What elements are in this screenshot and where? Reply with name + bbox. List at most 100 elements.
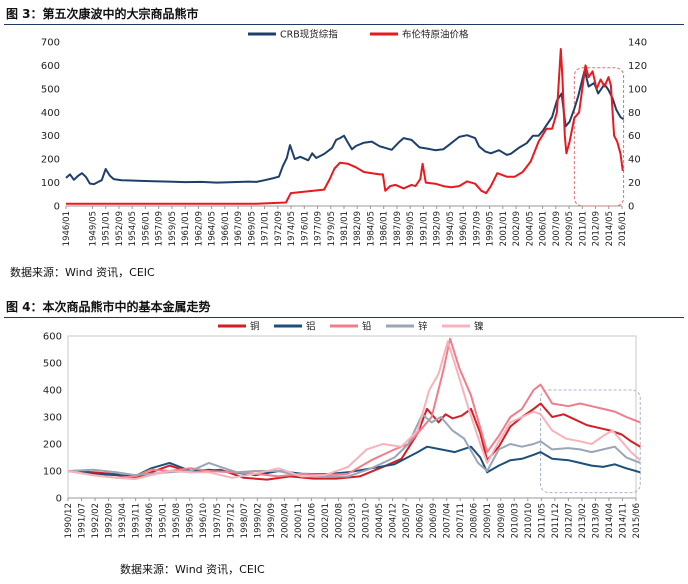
x-tick-label-16: 1974/05 <box>287 211 297 246</box>
y-tick-label-4: 400 <box>43 386 62 397</box>
x-tick-label-38: 2011/01 <box>578 211 588 246</box>
x-tick-label-8: 1995/08 <box>172 503 182 538</box>
figure-3-source-label: 数据来源： <box>10 266 65 279</box>
x-tick-label-28: 1994/05 <box>446 211 456 246</box>
figure-3-chart: 0 100 200 300 400 500 600 700 0 20 40 60 80 100 120 140… <box>41 29 647 247</box>
x-tick-label-24: 2004/12 <box>389 503 399 538</box>
x-tick-label-3: 1952/09 <box>115 211 125 246</box>
x-tick-label-3: 1992/09 <box>105 503 115 538</box>
y-tick-label-6: 600 <box>43 332 62 343</box>
x-tick-label-2: 1951/01 <box>102 211 112 246</box>
x-tick-label-23: 2004/05 <box>375 503 385 538</box>
legend-label-1: 铝 <box>306 321 316 333</box>
x-tick-label-39: 2012/09 <box>592 211 602 246</box>
legend-label-0: 铜 <box>250 321 260 333</box>
y-tick-label-5: 500 <box>43 359 62 370</box>
y-tick-label-3: 300 <box>41 131 60 142</box>
x-tick-label-23: 1986/01 <box>380 211 390 246</box>
x-tick-label-2: 1992/02 <box>91 503 101 538</box>
x-tick-label-31: 2009/01 <box>483 503 493 538</box>
x-tick-label-7: 1995/01 <box>159 503 169 538</box>
y-tick-label-1: 100 <box>41 178 60 189</box>
figure-4-source-names: Wind 资讯，CEIC <box>175 563 265 576</box>
y-tick-label-5: 500 <box>41 84 60 95</box>
x-tick-label-6: 1957/09 <box>155 211 165 246</box>
x-tick-label-8: 1961/01 <box>181 211 191 246</box>
x-tick-label-36: 2007/09 <box>552 211 562 246</box>
x-tick-label-40: 2014/05 <box>605 211 615 246</box>
x-tick-label-19: 2002/01 <box>321 503 331 538</box>
legend-label-3: 锌 <box>418 321 428 333</box>
x-tick-label-36: 2011/12 <box>551 503 561 538</box>
y2-tick-label-2: 40 <box>628 155 641 166</box>
x-tick-label-30: 2008/06 <box>470 503 480 538</box>
legend-label-4: 镍 <box>474 321 484 333</box>
figure-3-source-names: Wind 资讯，CEIC <box>65 266 155 279</box>
x-tick-label-25: 1989/05 <box>406 211 416 246</box>
figure-3-rule <box>4 24 684 25</box>
x-tick-label-4: 1993/04 <box>118 503 128 538</box>
y-tick-label-6: 600 <box>41 61 60 72</box>
x-tick-label-33: 2010/03 <box>510 503 520 538</box>
x-tick-label-12: 1967/09 <box>234 211 244 246</box>
x-tick-label-40: 2014/04 <box>605 503 615 538</box>
y2-tick-label-7: 140 <box>628 38 647 49</box>
x-tick-label-32: 2009/08 <box>497 503 507 538</box>
x-tick-label-16: 2000/04 <box>280 503 290 538</box>
x-tick-label-29: 1996/01 <box>459 211 469 246</box>
x-tick-label-1: 1991/07 <box>78 503 88 538</box>
figure-4-source: 数据来源：Wind 资讯，CEIC <box>120 561 265 577</box>
series-line-3 <box>67 413 641 478</box>
x-tick-label-18: 2001/06 <box>307 503 317 538</box>
y2-tick-label-4: 80 <box>628 108 641 119</box>
x-tick-label-18: 1977/09 <box>314 211 324 246</box>
x-tick-label-19: 1979/05 <box>327 211 337 246</box>
x-tick-label-14: 1971/01 <box>261 211 271 246</box>
x-tick-label-37: 2012/07 <box>564 503 574 538</box>
x-tick-label-17: 1976/01 <box>300 211 310 246</box>
y-tick-label-1: 100 <box>43 467 62 478</box>
series-line-0 <box>65 69 625 186</box>
y2-tick-label-5: 100 <box>628 84 647 95</box>
series-line-4 <box>67 340 641 481</box>
x-tick-label-20: 2002/08 <box>334 503 344 538</box>
figure-3-source: 数据来源：Wind 资讯，CEIC <box>10 264 155 280</box>
x-tick-label-38: 2013/02 <box>578 503 588 538</box>
series-line-2 <box>67 337 641 479</box>
x-tick-label-11: 1966/01 <box>221 211 231 246</box>
x-tick-label-33: 2002/09 <box>512 211 522 246</box>
x-tick-label-13: 1969/05 <box>247 211 257 246</box>
highlight-box <box>540 389 641 494</box>
x-tick-label-34: 2004/05 <box>525 211 535 246</box>
x-tick-label-29: 2007/11 <box>456 503 466 538</box>
x-tick-label-22: 1984/05 <box>366 211 376 246</box>
y2-tick-label-3: 60 <box>628 131 641 142</box>
legend-label-0: CRB现货综指 <box>280 29 338 41</box>
y-tick-label-3: 300 <box>43 413 62 424</box>
x-tick-label-26: 2006/02 <box>416 503 426 538</box>
x-tick-label-21: 2003/03 <box>348 503 358 538</box>
figure-4-title: 图 4：本次商品熊市中的基本金属走势 <box>6 300 211 314</box>
y2-tick-label-6: 120 <box>628 61 647 72</box>
figure-4-source-label: 数据来源： <box>120 563 175 576</box>
y-tick-label-2: 200 <box>43 440 62 451</box>
x-tick-label-42: 2015/06 <box>632 503 642 538</box>
x-tick-label-30: 1997/09 <box>472 211 482 246</box>
x-tick-label-32: 2001/01 <box>499 211 509 246</box>
x-tick-label-11: 1997/05 <box>213 503 223 538</box>
y-tick-label-4: 400 <box>41 108 60 119</box>
x-tick-label-27: 2006/09 <box>429 503 439 538</box>
x-tick-label-39: 2013/09 <box>591 503 601 538</box>
y-tick-label-0: 0 <box>54 202 60 213</box>
figure-4-rule <box>4 317 684 318</box>
x-tick-label-0: 1990/12 <box>64 503 74 538</box>
x-tick-label-37: 2009/05 <box>565 211 575 246</box>
x-tick-label-34: 2010/10 <box>524 503 534 538</box>
y-tick-label-0: 0 <box>56 494 62 505</box>
x-tick-label-10: 1964/05 <box>208 211 218 246</box>
y2-tick-label-0: 0 <box>628 202 634 213</box>
x-tick-label-7: 1959/05 <box>168 211 178 246</box>
y-tick-label-7: 700 <box>41 38 60 49</box>
x-tick-label-27: 1992/09 <box>433 211 443 246</box>
y-tick-label-2: 200 <box>41 155 60 166</box>
